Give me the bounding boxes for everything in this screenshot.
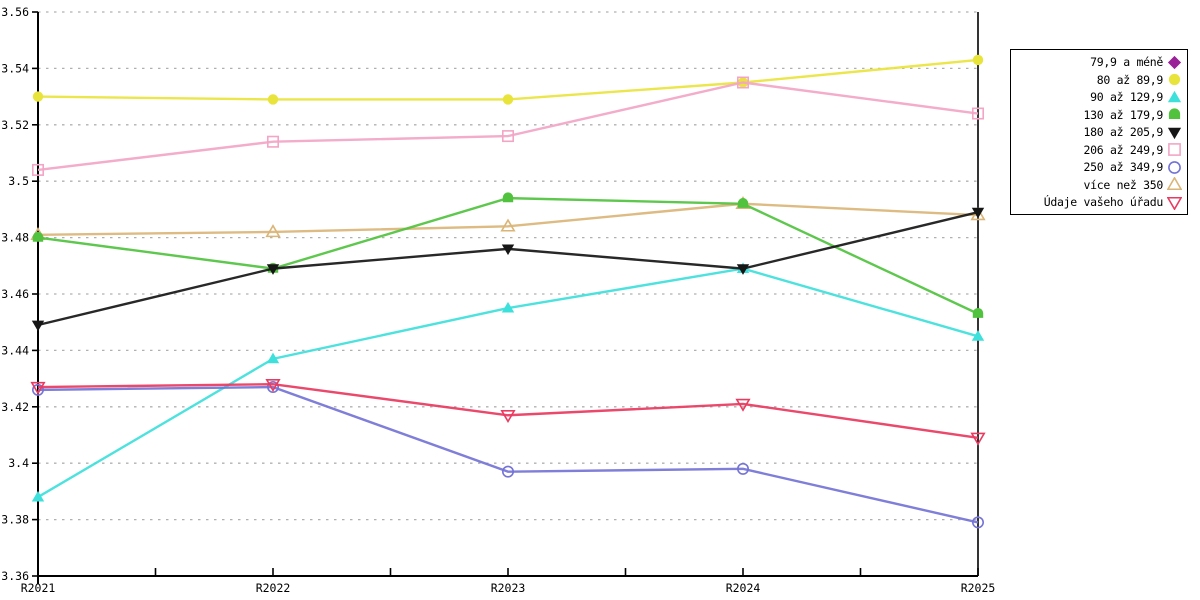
data-point-marker: [266, 135, 279, 148]
series-1: [32, 54, 984, 105]
x-axis-label: R2021: [21, 581, 56, 595]
data-point-marker: [502, 94, 514, 105]
legend-item: 206 až 249,9: [1015, 142, 1182, 157]
data-point-marker: [971, 207, 985, 219]
series-line: [37, 202, 979, 236]
data-point-marker: [502, 192, 514, 203]
data-point-marker: [32, 91, 44, 102]
y-axis-label: 3.56: [1, 5, 29, 19]
data-point-marker: [266, 352, 280, 364]
data-point-marker: [266, 381, 279, 394]
diamond-filled-legend-icon: [1167, 55, 1182, 69]
data-point-marker: [735, 398, 751, 412]
triangle-down-filled-legend-icon: [1167, 127, 1182, 139]
data-point-marker: [265, 379, 281, 393]
legend-item: 90 až 129,9: [1015, 90, 1182, 105]
circle-open-legend-icon: [1168, 160, 1181, 174]
legend-item-label: 250 až 349,9: [1083, 160, 1164, 174]
legend-item: 130 až 179,9: [1015, 107, 1182, 122]
series-line: [37, 81, 979, 172]
square-open-legend-icon: [1168, 143, 1181, 156]
triangle-down-open-legend-icon: [1167, 196, 1182, 210]
y-axis-label: 3.46: [1, 287, 29, 301]
legend-item-label: 130 až 179,9: [1083, 107, 1164, 122]
dome-filled-legend-icon: [1168, 108, 1181, 119]
legend-item-label: 206 až 249,9: [1083, 142, 1164, 157]
series-line: [37, 58, 979, 101]
x-axis-label: R2025: [961, 581, 996, 595]
legend-item: více než 350: [1015, 177, 1182, 192]
data-point-marker: [267, 94, 279, 105]
legend: 79,9 a méně 80 až 89,9 90 až 129,9 130 až 1…: [1010, 49, 1188, 215]
legend-item: 79,9 a méně: [1015, 55, 1182, 70]
data-point-marker: [972, 308, 984, 318]
data-point-marker: [501, 301, 515, 313]
series-line: [37, 385, 979, 524]
data-point-marker: [501, 465, 514, 478]
data-point-marker: [31, 163, 44, 176]
data-point-marker: [971, 107, 984, 120]
series-line: [37, 383, 979, 440]
series-6: [31, 381, 984, 529]
data-point-marker: [501, 130, 514, 143]
data-point-marker: [736, 462, 749, 475]
data-point-marker: [501, 244, 515, 256]
series-8: [30, 379, 986, 446]
legend-item-label: 79,9 a méně: [1090, 55, 1163, 69]
circle-filled-legend-icon: [1168, 73, 1181, 86]
x-axis-label: R2023: [491, 581, 526, 595]
legend-item: 80 až 89,9: [1015, 72, 1182, 87]
data-point-marker: [970, 432, 986, 446]
triangle-up-filled-legend-icon: [1167, 90, 1182, 102]
series-7: [30, 195, 986, 240]
legend-item: 250 až 349,9: [1015, 160, 1182, 175]
x-axis-label: R2024: [726, 581, 761, 595]
triangle-up-open-legend-icon: [1167, 177, 1182, 191]
data-point-marker: [971, 330, 985, 341]
series-5: [31, 76, 984, 176]
data-point-marker: [30, 381, 46, 395]
x-axis-label: R2022: [256, 581, 291, 595]
data-point-marker: [31, 383, 44, 396]
legend-item-label: 90 až 129,9: [1090, 90, 1163, 104]
data-point-marker: [32, 231, 44, 242]
legend-item-label: Údaje vašeho úřadu: [1043, 195, 1164, 209]
data-point-marker: [972, 54, 984, 66]
y-axis-label: 3.54: [1, 61, 29, 75]
data-point-marker: [265, 224, 281, 238]
legend-item-label: 80 až 89,9: [1096, 72, 1164, 87]
legend-item-label: 180 až 205,9: [1083, 125, 1164, 139]
y-axis-label: 3.44: [1, 343, 29, 357]
series-2: [31, 262, 985, 502]
data-point-marker: [500, 218, 516, 232]
series-3: [32, 192, 984, 318]
data-point-marker: [737, 198, 749, 208]
y-axis-label: 3.38: [1, 513, 29, 527]
y-axis-label: 3.4: [8, 456, 29, 470]
y-axis-label: 3.36: [1, 569, 29, 583]
data-point-marker: [500, 410, 516, 424]
data-point-marker: [736, 264, 750, 275]
y-axis-label: 3.5: [8, 174, 29, 188]
data-point-marker: [971, 516, 984, 529]
y-axis-label: 3.42: [1, 400, 29, 414]
legend-item: 180 až 205,9: [1015, 125, 1182, 140]
data-point-marker: [31, 320, 45, 332]
legend-item-label: více než 350: [1083, 177, 1164, 192]
data-point-marker: [266, 264, 280, 275]
data-point-marker: [736, 76, 749, 89]
y-axis-label: 3.48: [1, 231, 29, 245]
y-axis-label: 3.52: [1, 118, 29, 132]
data-point-marker: [31, 490, 45, 502]
legend-item: Údaje vašeho úřadu: [1015, 195, 1182, 210]
series-4: [31, 207, 985, 332]
